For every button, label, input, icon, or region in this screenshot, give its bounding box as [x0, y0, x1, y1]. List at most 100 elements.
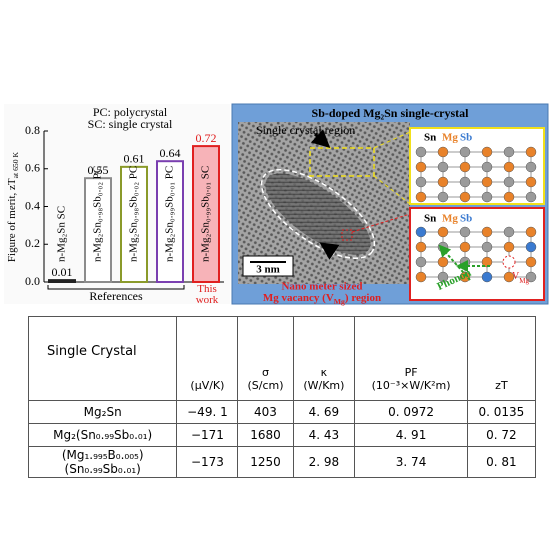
value-label: 0.64	[160, 146, 181, 160]
atom	[481, 176, 493, 188]
atom	[437, 161, 449, 173]
table-cell: 0. 0135	[466, 400, 537, 424]
atom	[459, 271, 471, 283]
cell-line: Mg₂(Sn₀.₉₉Sb₀.₀₁)	[53, 428, 153, 442]
atom	[415, 146, 427, 158]
atom	[459, 226, 471, 238]
atom	[525, 226, 537, 238]
vacancy-symbol-part: V	[512, 271, 520, 282]
zoom-line	[351, 213, 411, 233]
lattice-legend: Sn	[424, 132, 436, 144]
cell-line: (W/Km)	[303, 379, 345, 392]
table-cell: PF (10⁻³×W/K²m)	[354, 316, 468, 401]
y-tick-label: 0.6	[25, 161, 40, 175]
table-cell: zT	[466, 316, 537, 401]
vacancy-label: Mg vacancy (VMg) region	[263, 292, 381, 307]
atom	[415, 271, 427, 283]
figure: PC: polycrystal SC: single crystal Sb-do…	[4, 103, 549, 307]
table-header: Single Crystal (μV/K) σ (S/cm) κ (W/Km) PF (10⁻…	[27, 316, 537, 401]
table-cell: 0. 72	[466, 423, 537, 447]
atom	[525, 241, 537, 253]
table-cell: Mg₂(Sn₀.₉₉Sb₀.₀₁)	[27, 423, 178, 447]
atom	[503, 176, 515, 188]
atom	[459, 191, 471, 203]
table-cell: 0. 0972	[354, 400, 468, 424]
atom	[481, 191, 493, 203]
atom	[415, 161, 427, 173]
data-table: Single Crystal (μV/K) σ (S/cm) κ (W/Km) PF (10⁻…	[27, 316, 537, 478]
atom	[459, 241, 471, 253]
y-tick-label: 0.8	[25, 123, 40, 137]
atom	[415, 256, 427, 268]
table-cell: (Mg₁.₉₉₅B₀.₀₀₅) (Sn₀.₉₉Sb₀.₀₁)	[27, 446, 178, 478]
chart-title: PC: polycrystal	[93, 105, 168, 119]
scale-label: 3 nm	[256, 264, 280, 276]
arrow	[319, 242, 340, 260]
phonon-arrow	[438, 244, 471, 281]
value-label: 0.01	[52, 265, 73, 279]
atom	[481, 161, 493, 173]
atom	[437, 176, 449, 188]
group-label: References	[89, 289, 143, 303]
y-tick-label: 0.0	[25, 274, 40, 288]
table-cell: σ (S/cm)	[237, 316, 294, 401]
lattice	[415, 146, 537, 283]
category-label: n-Mg₂Sn₀.₉₉Sb₀.₀₁ PC	[164, 166, 176, 262]
table-cell: κ (W/Km)	[292, 316, 356, 401]
atom	[415, 191, 427, 203]
atom	[415, 226, 427, 238]
atom	[525, 146, 537, 158]
vacancy-label-part: ) region	[345, 292, 381, 304]
table-row: (Mg₁.₉₉₅B₀.₀₀₅) (Sn₀.₉₉Sb₀.₀₁) −173 1250 2. …	[27, 446, 537, 478]
atom	[503, 226, 515, 238]
vacancy-symbol-part: Mg	[519, 277, 529, 285]
cell-line: zT	[495, 379, 508, 392]
atom	[437, 191, 449, 203]
lattice-box	[409, 127, 545, 205]
cell-line: Mg₂Sn	[83, 405, 122, 419]
table-cell: (μV/K)	[176, 316, 239, 401]
lattice-legend: Sb	[460, 132, 472, 144]
category-label: n-Mg₂Sn₀.₉₉Sb₀.₀₁ SC	[200, 166, 212, 262]
table-cell: −173	[176, 446, 239, 478]
table-cell: 2. 98	[292, 446, 356, 478]
arrow	[310, 129, 331, 149]
table-cell: −49. 1	[176, 400, 239, 424]
atom	[503, 191, 515, 203]
lattice-legend: Mg	[442, 132, 458, 144]
zoom-line	[373, 175, 411, 205]
atom	[415, 176, 427, 188]
atom	[437, 256, 449, 268]
vacancy-outline	[260, 168, 376, 260]
panel-title: Sb-doped Mg₂Sn single-crystal	[312, 106, 470, 120]
table-cell: Single Crystal	[27, 316, 178, 401]
table-cell: 0. 81	[466, 446, 537, 478]
atom	[481, 241, 493, 253]
atom	[481, 271, 493, 283]
category-label: n-Mg₂Sn₀.₉₈Sb₀.₀₂ PC	[92, 166, 104, 262]
atom	[503, 146, 515, 158]
cell-line: (Sn₀.₉₉Sb₀.₀₁)	[64, 462, 141, 476]
atom	[415, 241, 427, 253]
vacancy-label: Nano meter sized	[281, 281, 362, 293]
chart-title: SC: single crystal	[88, 117, 173, 131]
table-cell: −171	[176, 423, 239, 447]
table-cell: 1680	[237, 423, 294, 447]
atom	[525, 191, 537, 203]
bar	[156, 160, 184, 283]
value-label: 0.55	[88, 163, 109, 177]
bracket	[47, 285, 185, 290]
bar	[192, 145, 220, 283]
region-label: Single crystal region	[256, 123, 355, 137]
table-row: Mg₂Sn −49. 1 403 4. 69 0. 0972 0. 0135	[27, 400, 537, 424]
vacancy-box	[341, 229, 353, 241]
category-label: n-Mg₂Sn SC	[56, 206, 68, 262]
table-cell: 4. 91	[354, 423, 468, 447]
table-cell: 403	[237, 400, 294, 424]
cell-line: (S/cm)	[247, 379, 284, 392]
vacancy-site	[502, 255, 516, 269]
y-tick-label: 0.2	[25, 236, 40, 250]
atom	[459, 176, 471, 188]
cell-line: κ	[320, 366, 328, 379]
lattice-legend: Mg	[442, 213, 458, 225]
